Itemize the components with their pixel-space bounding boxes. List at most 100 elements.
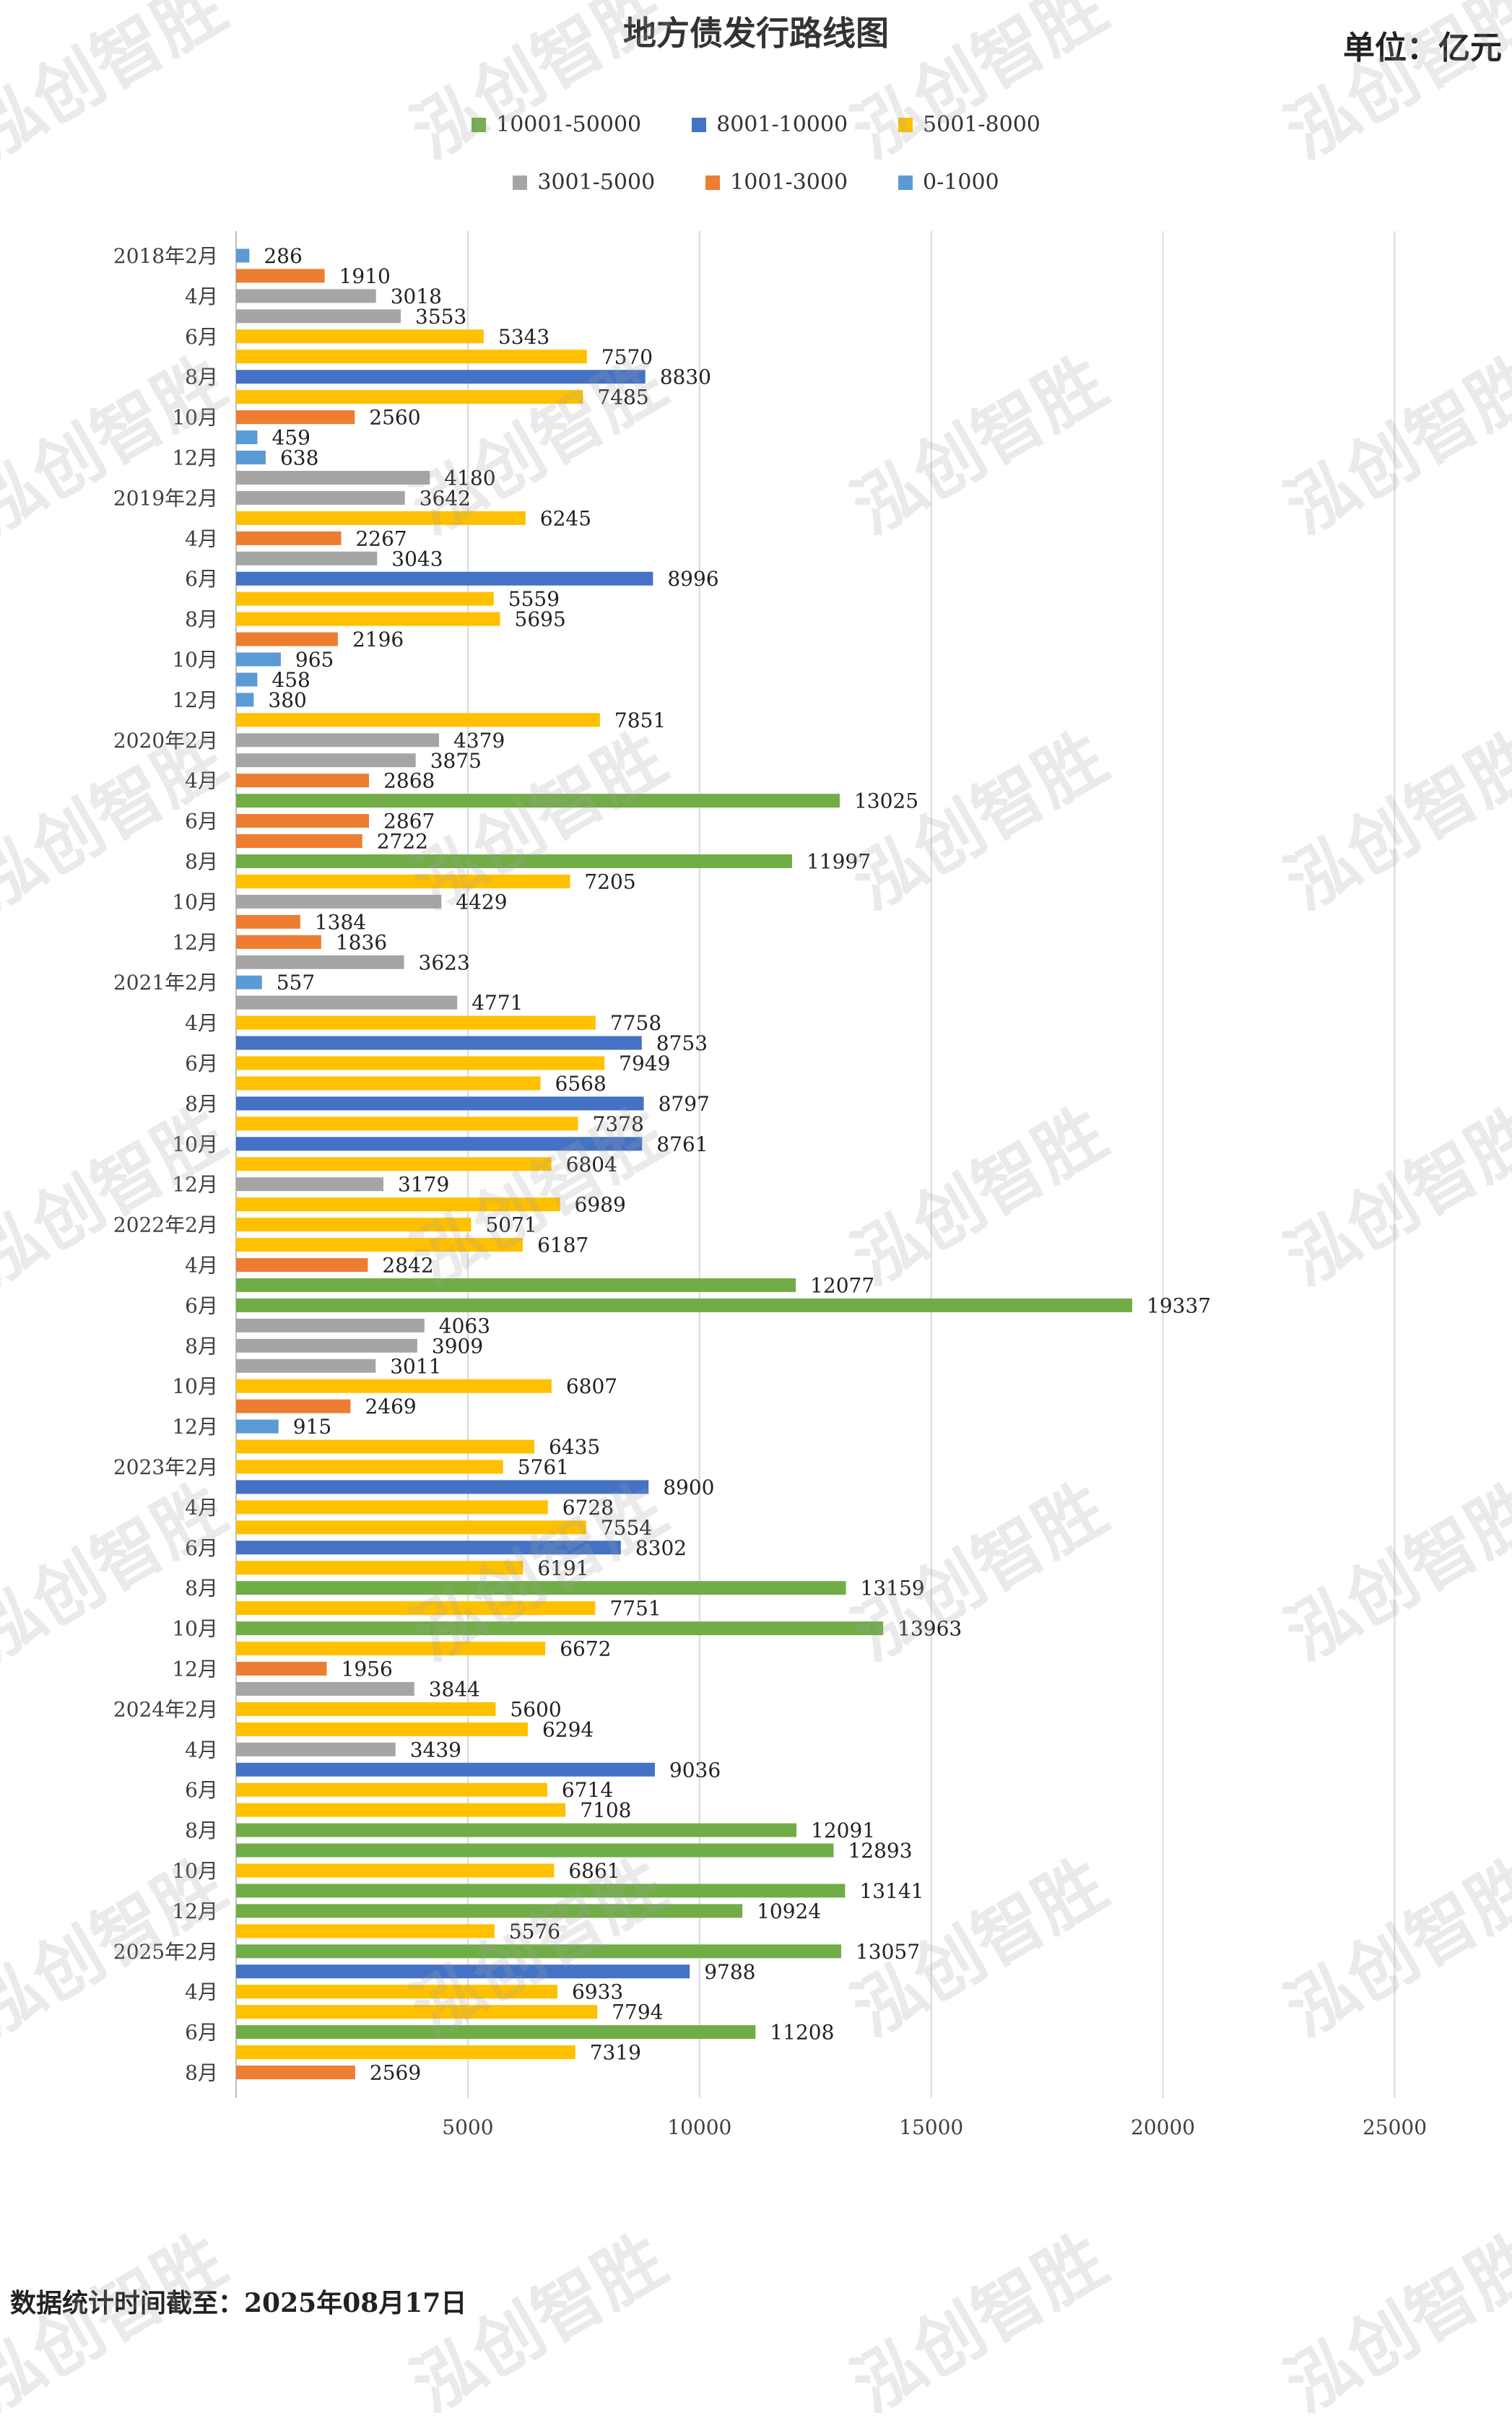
category-label: 12月 xyxy=(172,1415,218,1439)
category-label: 8月 xyxy=(185,607,218,631)
bar xyxy=(236,1964,690,1979)
data-label: 6294 xyxy=(542,1717,594,1741)
data-label: 13159 xyxy=(861,1577,925,1600)
category-label: 6月 xyxy=(185,567,218,591)
category-label: 12月 xyxy=(172,1658,218,1681)
category-label: 12月 xyxy=(172,446,218,470)
bar xyxy=(236,1218,472,1232)
data-label: 4180 xyxy=(444,466,495,490)
category-label: 6月 xyxy=(185,1052,218,1075)
legend-label: 3001-5000 xyxy=(537,170,656,195)
data-label: 6807 xyxy=(566,1374,617,1398)
bar xyxy=(236,894,442,909)
data-label: 2842 xyxy=(382,1254,433,1278)
data-label: 12091 xyxy=(811,1819,875,1842)
category-label: 4月 xyxy=(185,526,218,550)
legend-row-1: 10001-50000 8001-10000 5001-8000 xyxy=(0,112,1512,137)
category-label: 10月 xyxy=(172,1374,218,1398)
data-label: 6187 xyxy=(537,1234,588,1257)
bar xyxy=(236,1419,279,1434)
data-label: 3011 xyxy=(390,1354,441,1378)
bar xyxy=(236,1642,546,1656)
bar xyxy=(236,289,376,303)
category-label: 8月 xyxy=(185,1819,218,1842)
data-label: 380 xyxy=(268,688,306,712)
bar xyxy=(236,1722,528,1736)
bar xyxy=(236,1238,523,1252)
bar xyxy=(236,975,262,989)
bar xyxy=(236,1884,846,1898)
bar xyxy=(236,248,250,263)
data-label: 13963 xyxy=(898,1617,962,1641)
category-label: 4月 xyxy=(185,1011,218,1035)
category-label: 10月 xyxy=(172,1132,218,1156)
category-label: 12月 xyxy=(172,1899,218,1923)
legend-label: 1001-3000 xyxy=(730,170,848,195)
data-label: 12077 xyxy=(810,1273,874,1297)
data-label: 915 xyxy=(293,1415,331,1439)
bar xyxy=(236,1258,368,1272)
data-label: 13025 xyxy=(854,789,918,813)
data-label: 6989 xyxy=(575,1193,626,1217)
bar xyxy=(236,370,646,384)
data-label: 7570 xyxy=(601,345,653,369)
data-label: 1836 xyxy=(336,930,387,954)
bar xyxy=(236,1782,547,1797)
data-label: 8900 xyxy=(663,1476,714,1499)
bar xyxy=(236,531,342,545)
bar xyxy=(236,995,458,1010)
category-label: 10月 xyxy=(172,1617,218,1641)
data-label: 6714 xyxy=(562,1778,613,1802)
category-label: 12月 xyxy=(172,1173,218,1197)
data-label: 7751 xyxy=(609,1597,661,1621)
bar xyxy=(236,1056,605,1070)
legend-item: 5001-8000 xyxy=(898,112,1040,137)
data-label: 7205 xyxy=(584,870,635,893)
category-label: 2022年2月 xyxy=(113,1213,218,1237)
bar xyxy=(236,1076,541,1091)
legend-label: 5001-8000 xyxy=(923,112,1040,137)
data-label: 11208 xyxy=(770,2021,834,2045)
data-label: 8761 xyxy=(656,1132,708,1156)
data-label: 6672 xyxy=(560,1637,611,1661)
bar xyxy=(236,1823,797,1837)
data-label: 2867 xyxy=(383,810,435,833)
category-label: 4月 xyxy=(185,1496,218,1520)
legend-swatch xyxy=(692,117,707,132)
legend-item: 0-1000 xyxy=(898,170,999,195)
category-label: 10月 xyxy=(172,406,218,430)
data-label: 2469 xyxy=(365,1395,416,1418)
bar xyxy=(236,490,405,505)
bar xyxy=(236,1278,796,1292)
bar xyxy=(236,1863,555,1878)
bar xyxy=(236,713,600,727)
unit-label: 单位：亿元 xyxy=(1343,30,1502,66)
data-label: 6933 xyxy=(572,1980,623,2004)
data-label: 8302 xyxy=(635,1536,687,1560)
category-label: 10月 xyxy=(172,1859,218,1883)
category-label: 2020年2月 xyxy=(113,729,218,753)
category-label: 10月 xyxy=(172,648,218,672)
data-label: 11997 xyxy=(807,850,871,874)
data-label: 6861 xyxy=(568,1859,620,1883)
data-label: 7485 xyxy=(597,386,648,410)
legend-swatch xyxy=(705,175,721,190)
bar xyxy=(236,733,440,748)
data-label: 7108 xyxy=(580,1798,631,1822)
bar xyxy=(236,1561,523,1575)
legend-swatch xyxy=(898,117,913,132)
category-label: 2023年2月 xyxy=(113,1455,218,1479)
data-label: 5343 xyxy=(498,325,549,349)
bar xyxy=(236,1460,503,1474)
bar xyxy=(236,1621,884,1636)
category-label: 4月 xyxy=(185,1738,218,1762)
legend-swatch xyxy=(513,175,528,190)
data-label: 459 xyxy=(271,426,310,450)
data-label: 12893 xyxy=(848,1839,912,1863)
bar xyxy=(236,1358,376,1373)
category-label: 6月 xyxy=(185,1294,218,1317)
data-label: 6568 xyxy=(555,1072,607,1096)
data-label: 6435 xyxy=(549,1435,600,1459)
data-label: 7758 xyxy=(610,1011,661,1035)
